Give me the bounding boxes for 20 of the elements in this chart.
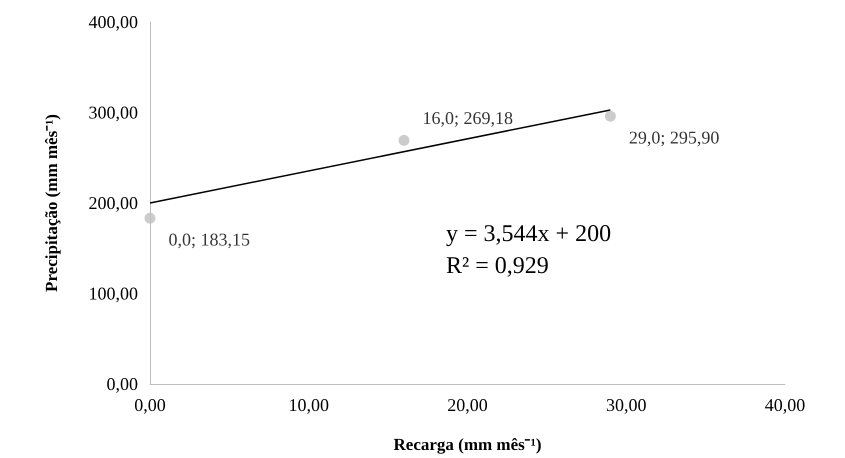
- y-axis-title: Precipitação (mm mês⁻¹): [42, 114, 61, 292]
- annotation: R² = 0,929: [446, 253, 549, 279]
- y-tick-label: 400,00: [88, 12, 138, 32]
- annotation: y = 3,544x + 200: [446, 221, 612, 247]
- data-label: 29,0; 295,90: [628, 128, 720, 148]
- x-tick-label: 0,00: [134, 395, 166, 415]
- data-label: 0,0; 183,15: [168, 230, 250, 250]
- y-tick-label: 0,00: [106, 374, 138, 394]
- point: [604, 110, 616, 122]
- y-tick-label: 300,00: [88, 102, 138, 122]
- y-tick-label: 200,00: [88, 193, 138, 213]
- x-axis-title: Recarga (mm mês⁻¹): [394, 435, 542, 454]
- y-tick-label: 100,00: [88, 284, 138, 304]
- point: [398, 134, 410, 146]
- x-tick-label: 20,00: [447, 395, 488, 415]
- point: [144, 212, 156, 224]
- data-label: 16,0; 269,18: [422, 108, 514, 128]
- x-tick-label: 40,00: [764, 395, 806, 415]
- x-tick-label: 30,00: [606, 395, 646, 415]
- x-tick-label: 10,00: [288, 395, 329, 415]
